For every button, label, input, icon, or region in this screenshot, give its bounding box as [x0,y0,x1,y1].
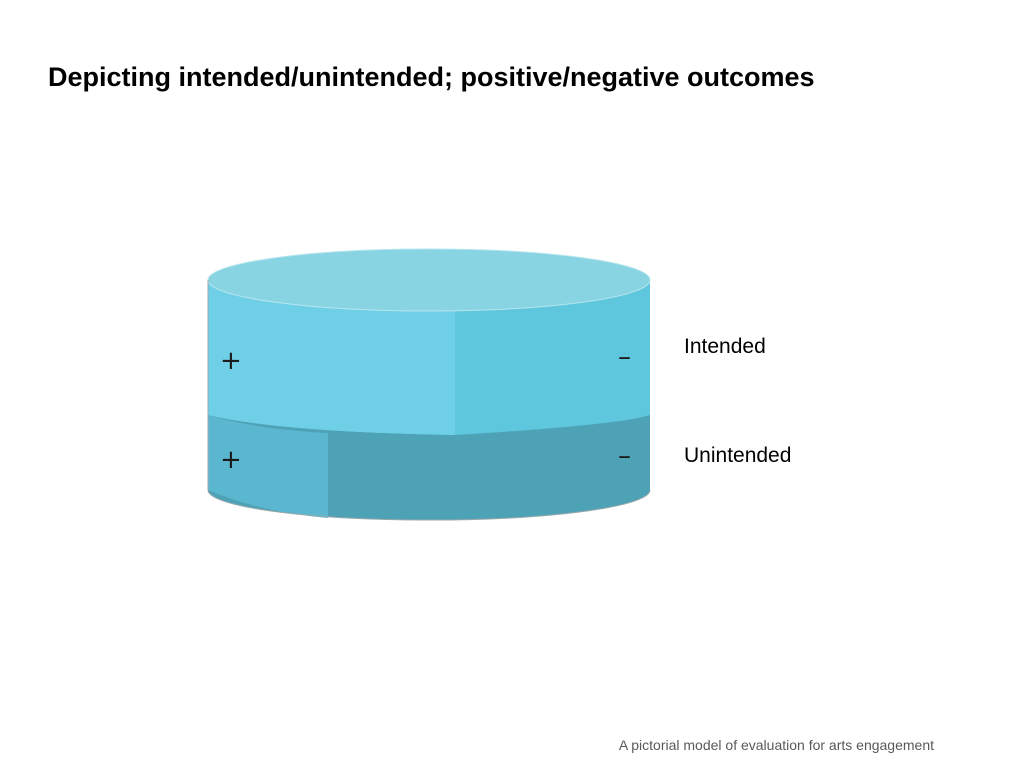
footer-caption: A pictorial model of evaluation for arts… [618,737,934,753]
unintended-negative-sign: – [618,441,631,471]
cylinder-graphic [207,248,651,521]
cylinder-outline [207,280,651,521]
unintended-positive-segment [208,415,328,518]
slide-title: Depicting intended/unintended; positive/… [48,62,815,92]
intended-label: Intended [684,335,766,358]
cylinder-diagram: + – + – [200,240,660,530]
intended-negative-sign: – [618,342,631,372]
unintended-positive-sign: + [220,445,242,475]
unintended-label: Unintended [684,444,792,467]
intended-positive-segment [208,280,455,435]
intended-positive-sign: + [220,346,242,376]
cylinder-top-face [207,248,651,312]
